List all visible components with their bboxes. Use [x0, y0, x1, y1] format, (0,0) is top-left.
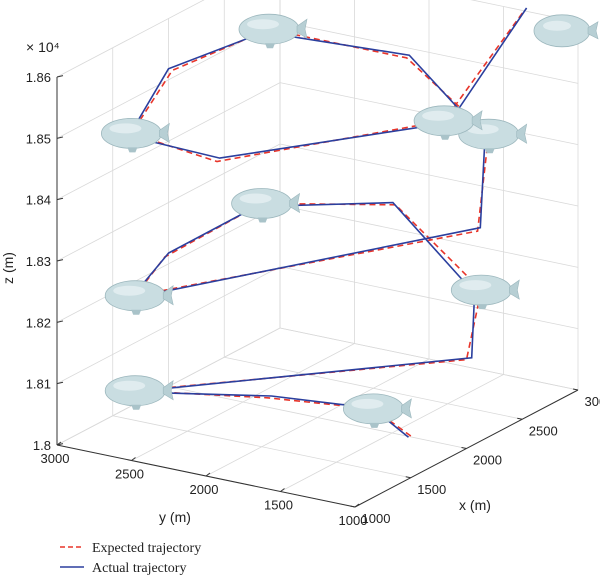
- y-tick-mark: [205, 472, 211, 477]
- legend-label-expected: Expected trajectory: [92, 541, 201, 556]
- side-wall-grid-line: [279, 266, 579, 330]
- side-wall-grid-line: [279, 327, 579, 391]
- series-line-actual: [127, 7, 528, 438]
- side-wall-grid-line: [470, 0, 579, 23]
- side-wall-grid-line: [279, 204, 579, 268]
- floor-grid-line: [131, 343, 355, 461]
- back-wall-grid-line: [56, 143, 281, 262]
- tick-layer: 1.8 1.81 1.82 1.83 1.84 1.85 1.86 3000 2500 2000 1…: [26, 70, 600, 528]
- floor-grid-line: [280, 374, 504, 492]
- x-tick-label: 2500: [529, 423, 558, 438]
- legend: Expected trajectory Actual trajectory: [60, 541, 201, 576]
- z-tick-label: 1.81: [26, 377, 51, 392]
- y-tick-label: 3000: [41, 451, 70, 466]
- side-wall-grid-line: [279, 20, 579, 84]
- side-wall-grid-line: [279, 143, 579, 207]
- z-tick-label: 1.8: [33, 438, 51, 453]
- y-tick-mark: [354, 503, 360, 508]
- y-tick-mark: [56, 441, 62, 446]
- x-tick-mark: [349, 505, 356, 508]
- x-tick-label: 1000: [362, 511, 391, 526]
- x-tick-mark: [517, 417, 523, 420]
- y-tick-label: 1500: [264, 498, 293, 513]
- x-tick-mark: [405, 476, 411, 479]
- airship-icon: [238, 13, 308, 49]
- z-tick-mark: [56, 320, 64, 323]
- y-tick-mark: [280, 488, 285, 492]
- back-wall-grid-line: [56, 204, 281, 323]
- x-axis-label: x (m): [459, 497, 491, 513]
- airship-icon: [533, 14, 599, 48]
- back-wall-grid-line: [56, 266, 281, 385]
- airship-icon: [104, 375, 174, 410]
- x-tick-label: 3000: [585, 394, 600, 409]
- z-tick-label: 1.82: [26, 315, 51, 330]
- z-tick-mark: [56, 75, 64, 78]
- z-tick-mark: [56, 381, 64, 385]
- z-tick-label: 1.84: [26, 193, 51, 208]
- y-tick-label: 2500: [115, 467, 144, 482]
- y-tick-label: 1000: [339, 513, 368, 528]
- x-tick-label: 1500: [417, 482, 446, 497]
- airship-icon: [231, 188, 301, 223]
- z-tick-mark: [56, 197, 64, 201]
- airship-icon: [104, 280, 174, 315]
- x-tick-mark: [461, 447, 467, 449]
- x-tick-mark: [572, 388, 579, 391]
- legend-label-actual: Actual trajectory: [92, 561, 186, 576]
- series-layer: [127, 7, 528, 438]
- airship-icon: [342, 393, 412, 428]
- z-tick-mark: [56, 259, 64, 262]
- airship-icon: [100, 117, 170, 153]
- z-tick-label: 1.85: [26, 131, 51, 146]
- airship-layer: [100, 13, 599, 428]
- z-tick-mark: [56, 136, 64, 139]
- back-wall-grid-line: [56, 0, 205, 78]
- airship-icon: [450, 274, 520, 310]
- airship-icon: [458, 118, 528, 154]
- z-tick-label: 1.83: [26, 254, 51, 269]
- z-axis-label: z (m): [0, 252, 16, 284]
- y-tick-mark: [131, 457, 136, 461]
- floor-grid-line: [205, 358, 430, 477]
- x-tick-label: 2000: [473, 453, 502, 468]
- airship-icon: [413, 105, 483, 140]
- exponent-label: × 10⁴: [26, 39, 60, 55]
- y-tick-label: 2000: [190, 482, 219, 497]
- y-axis-label: y (m): [159, 509, 191, 525]
- z-tick-label: 1.86: [26, 70, 51, 85]
